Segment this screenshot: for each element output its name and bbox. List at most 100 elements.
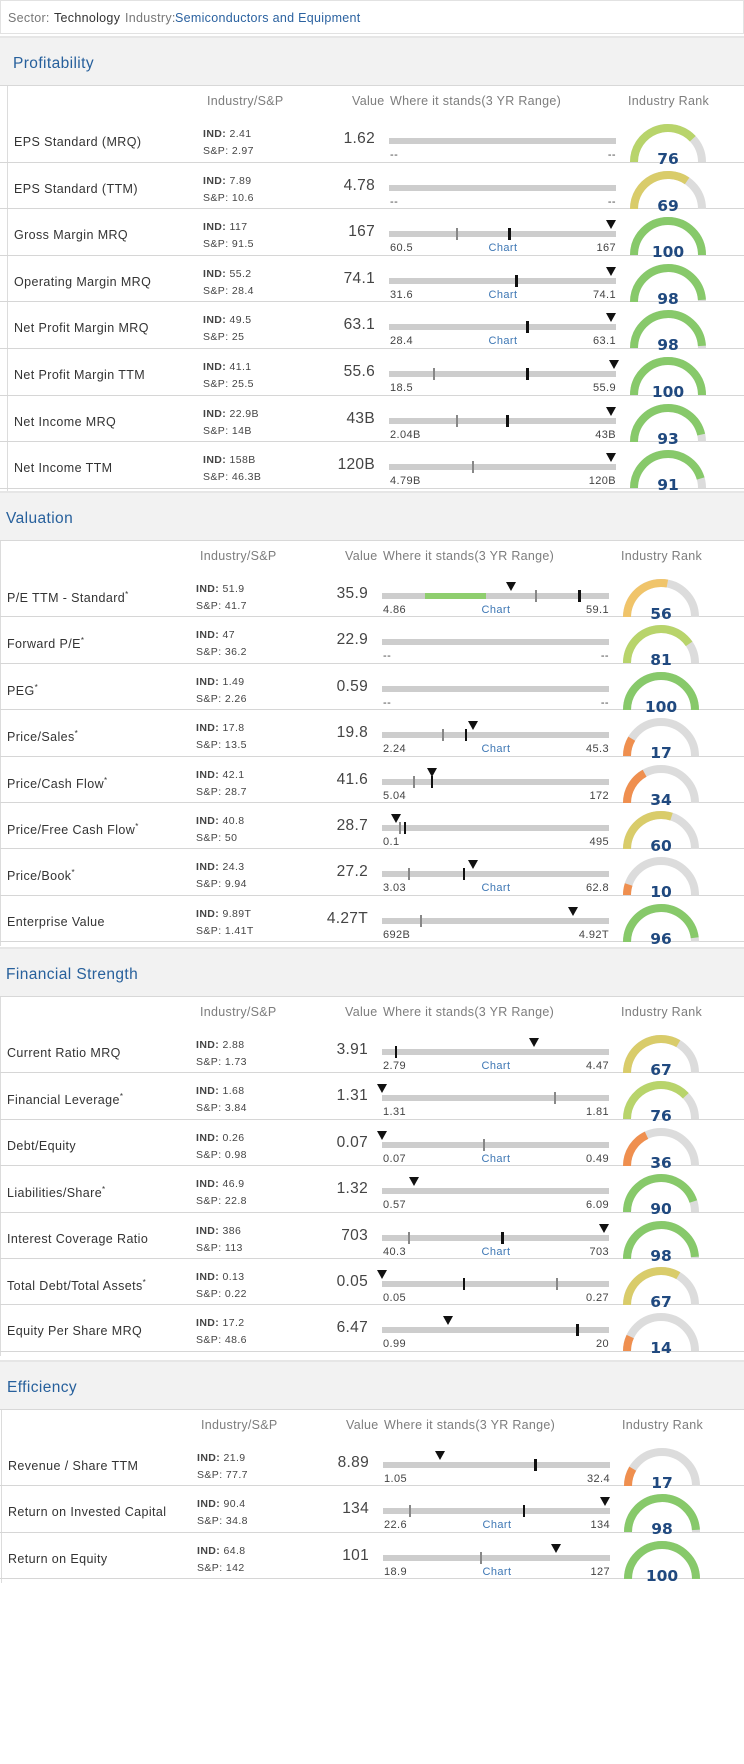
sp500-value: S&P: 10.6 bbox=[203, 192, 254, 204]
gauge-svg: 67 bbox=[623, 1267, 699, 1311]
range-bar[interactable] bbox=[389, 266, 617, 287]
range-bar[interactable] bbox=[382, 721, 609, 742]
range-bar[interactable] bbox=[382, 1177, 609, 1195]
range-bar[interactable] bbox=[382, 860, 609, 881]
ind-prefix: IND: bbox=[196, 768, 223, 781]
ind-prefix: IND: bbox=[203, 221, 230, 234]
footnote-star: * bbox=[142, 1278, 147, 1287]
current-value-marker bbox=[377, 1270, 387, 1279]
gauge-fill bbox=[623, 1335, 634, 1352]
range-min: -- bbox=[390, 149, 399, 161]
gauge-svg: 34 bbox=[623, 764, 699, 809]
range-min: 5.04 bbox=[383, 789, 407, 802]
gauge-fill bbox=[630, 403, 706, 442]
range-min: 3.03 bbox=[383, 882, 407, 895]
gauge-rank-number: 100 bbox=[652, 243, 685, 261]
sp-number: 2.26 bbox=[224, 692, 247, 705]
chart-link[interactable]: Chart bbox=[482, 1519, 512, 1532]
range-bar[interactable] bbox=[389, 453, 617, 474]
metric-value: 27.2 bbox=[336, 863, 368, 881]
range-bar[interactable] bbox=[382, 1038, 609, 1058]
range-bar[interactable] bbox=[382, 767, 609, 788]
ind-number: 158B bbox=[229, 454, 256, 467]
chart-link[interactable]: Chart bbox=[481, 743, 511, 756]
metric-name-text: Interest Coverage Ratio bbox=[7, 1231, 149, 1246]
sp-number: 10.6 bbox=[231, 191, 254, 204]
avg-marker bbox=[409, 1505, 412, 1518]
metric-row: Net Profit Margin TTM IND: 41.1 S&P: 25.5 5… bbox=[0, 349, 744, 401]
range-min: -- bbox=[390, 195, 399, 208]
avg-marker bbox=[535, 590, 538, 602]
range-max: 6.09 bbox=[585, 1199, 609, 1212]
avg-marker bbox=[408, 1231, 411, 1244]
ind-number: 2.41 bbox=[229, 128, 252, 140]
range-bar[interactable] bbox=[389, 360, 619, 380]
range-min: 2.04B bbox=[390, 428, 421, 441]
gauge-rank-number: 100 bbox=[652, 383, 685, 401]
chart-link[interactable]: Chart bbox=[481, 1245, 511, 1258]
industry-value: IND: 17.8 bbox=[196, 722, 245, 734]
chart-link[interactable]: Chart bbox=[488, 335, 518, 348]
range-bar[interactable] bbox=[389, 313, 617, 334]
sp500-value: S&P: 0.22 bbox=[196, 1288, 247, 1300]
range-bar[interactable] bbox=[382, 906, 609, 927]
range-bar[interactable] bbox=[382, 582, 609, 602]
ind-number: 386 bbox=[222, 1224, 242, 1237]
range-bar[interactable] bbox=[389, 406, 617, 427]
ind-number: 0.13 bbox=[222, 1271, 245, 1283]
metric-value: 1.31 bbox=[336, 1087, 368, 1105]
range-max: 0.27 bbox=[585, 1292, 609, 1304]
sp-number: 1.73 bbox=[224, 1056, 247, 1068]
range-bar[interactable] bbox=[389, 138, 616, 144]
range-bar[interactable] bbox=[382, 1223, 610, 1244]
industry-rank-gauge: 98 bbox=[628, 258, 728, 308]
range-bar[interactable] bbox=[383, 1543, 610, 1564]
range-bar[interactable] bbox=[382, 1316, 609, 1337]
col-rank: Industry Rank bbox=[621, 549, 703, 563]
metric-name: Financial Leverage* bbox=[7, 1092, 123, 1107]
metric-value: 4.78 bbox=[343, 176, 375, 194]
industry-value: IND: 41.1 bbox=[203, 361, 252, 373]
metric-value: 167 bbox=[348, 223, 375, 241]
sp-number: 28.7 bbox=[224, 785, 247, 798]
range-bar[interactable] bbox=[383, 1451, 610, 1471]
sp500-value: S&P: 1.73 bbox=[196, 1056, 247, 1068]
industry-rank-gauge: 56 bbox=[621, 573, 721, 623]
sp-number: 1.41T bbox=[224, 924, 254, 937]
industry-rank-gauge: 98 bbox=[622, 1488, 722, 1538]
sp-number: 0.98 bbox=[224, 1148, 247, 1161]
range-bar[interactable] bbox=[382, 685, 609, 692]
chart-link[interactable]: Chart bbox=[482, 1565, 512, 1578]
current-value-marker bbox=[377, 1130, 387, 1140]
range-bar[interactable] bbox=[383, 1497, 611, 1518]
range-bar[interactable] bbox=[382, 814, 609, 834]
metric-name: Price/Free Cash Flow* bbox=[7, 822, 139, 837]
metric-name: Net Income MRQ bbox=[14, 415, 116, 429]
metric-name-text: Net Profit Margin TTM bbox=[14, 368, 146, 382]
ind-number: 51.9 bbox=[222, 583, 245, 595]
sp-prefix: S&P: bbox=[196, 832, 225, 844]
current-value-marker bbox=[434, 1451, 445, 1460]
range-bar[interactable] bbox=[389, 220, 617, 241]
range-bar[interactable] bbox=[377, 1084, 609, 1105]
industry-value[interactable]: Semiconductors and Equipment bbox=[175, 11, 361, 25]
sp-number: 13.5 bbox=[224, 739, 247, 752]
metric-name: Gross Margin MRQ bbox=[14, 228, 128, 242]
metric-row: P/E TTM - Standard* IND: 51.9 S&P: 41.7 35.… bbox=[0, 571, 744, 623]
chart-link[interactable]: Chart bbox=[481, 1060, 511, 1072]
range-bar[interactable] bbox=[389, 184, 616, 191]
metric-name: Price/Book* bbox=[7, 868, 75, 883]
avg-marker bbox=[471, 461, 474, 474]
chart-link[interactable]: Chart bbox=[481, 1152, 511, 1165]
sp-prefix: S&P: bbox=[203, 471, 232, 484]
chart-link[interactable]: Chart bbox=[481, 604, 511, 616]
range-bar[interactable] bbox=[382, 639, 609, 646]
range-max: 63.1 bbox=[592, 335, 616, 348]
range-bar[interactable] bbox=[377, 1130, 609, 1151]
chart-link[interactable]: Chart bbox=[481, 882, 511, 895]
col-industry-sp: Industry/S&P bbox=[207, 94, 284, 108]
chart-link[interactable]: Chart bbox=[488, 242, 518, 255]
ind-number: 17.2 bbox=[222, 1317, 245, 1330]
chart-link[interactable]: Chart bbox=[488, 288, 518, 301]
range-bar[interactable] bbox=[377, 1270, 609, 1290]
